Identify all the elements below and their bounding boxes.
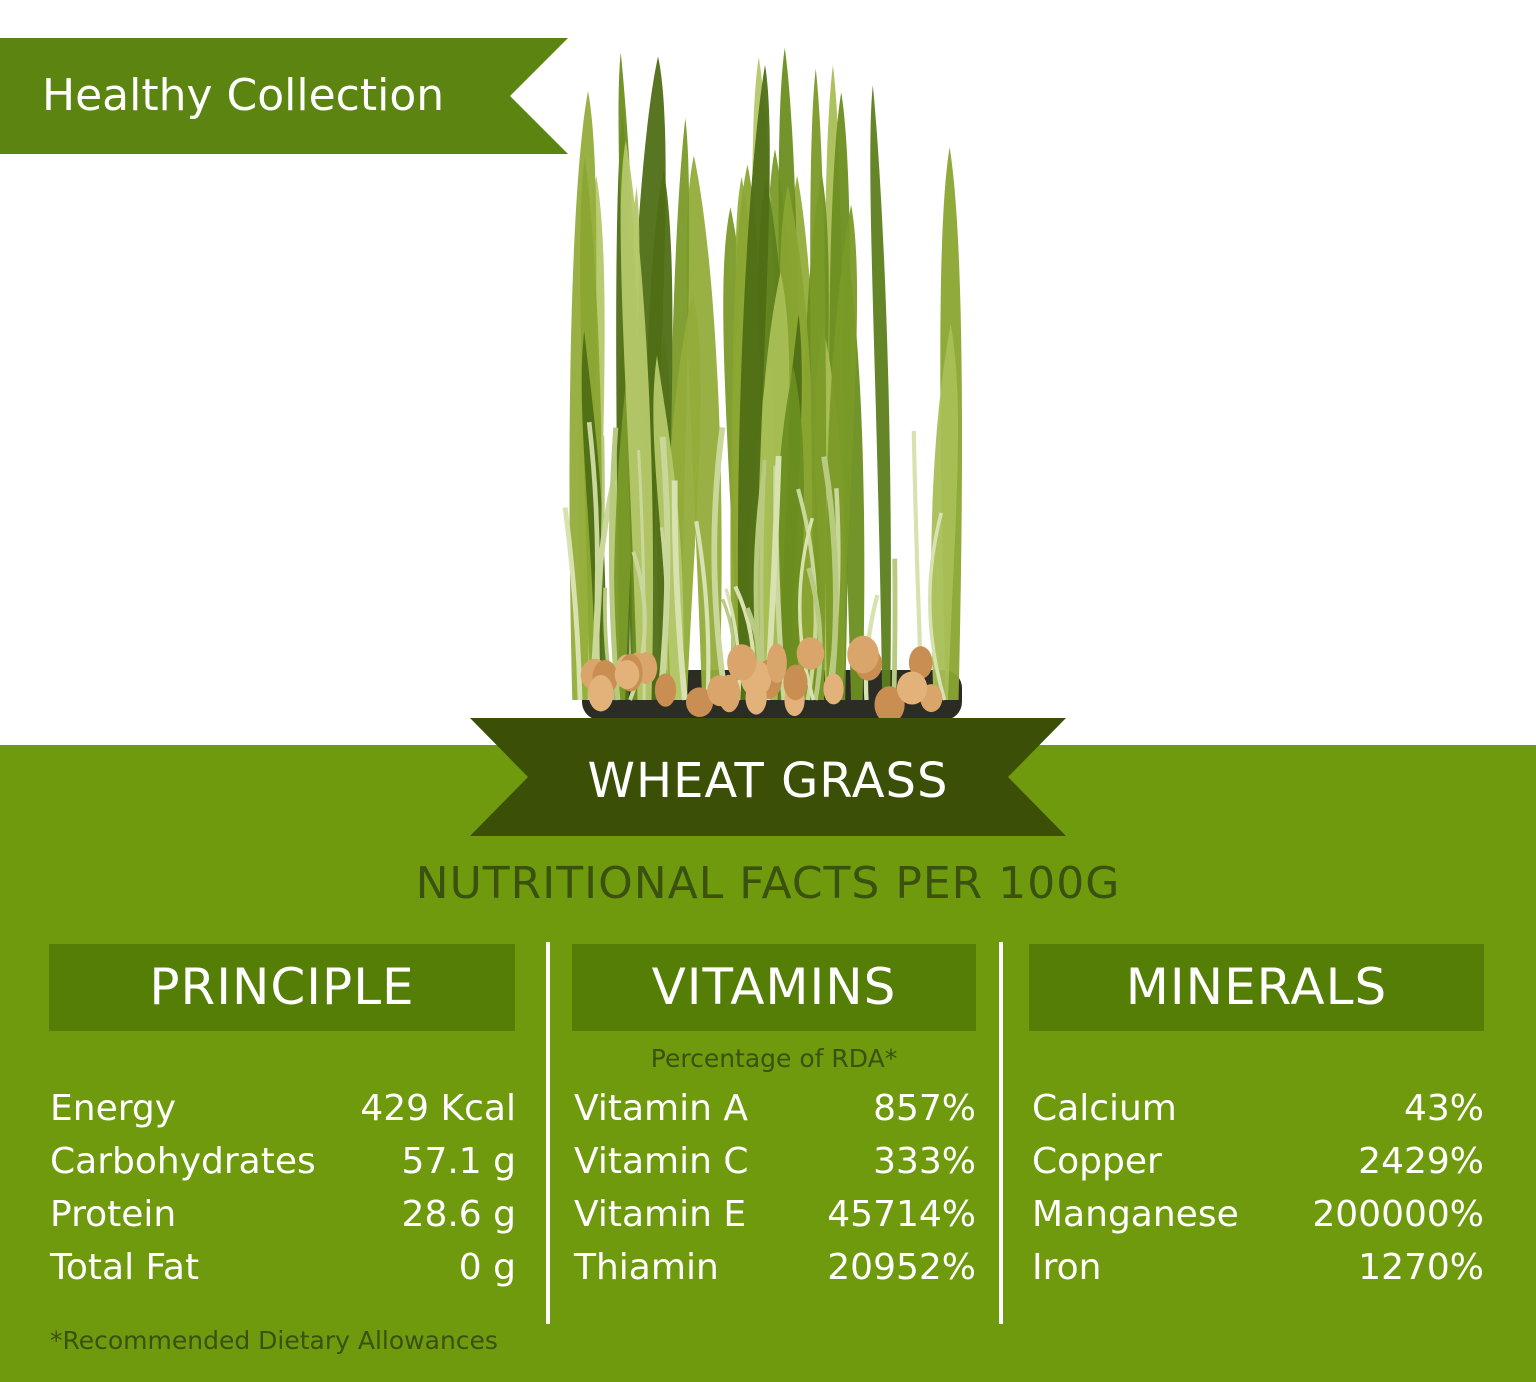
wheat-seed [718, 674, 741, 713]
product-title-ribbon: WHEAT GRASS [470, 718, 1066, 836]
mineral-row: Iron 1270% [1032, 1247, 1484, 1300]
banner-label: Healthy Collection [42, 70, 445, 121]
vitamin-label: Vitamin A [574, 1088, 748, 1129]
vitamin-value: 857% [873, 1088, 976, 1129]
mineral-label: Iron [1032, 1247, 1102, 1288]
wheat-seed [766, 643, 787, 683]
nutrient-label: Carbohydrates [50, 1141, 316, 1182]
grass-stem [928, 512, 947, 701]
grass-stem [806, 567, 823, 701]
column-divider [546, 942, 550, 1324]
mineral-label: Manganese [1032, 1194, 1239, 1235]
nutrition-subtitle: NUTRITIONAL FACTS PER 100G [415, 858, 1121, 909]
vitamins-header: VITAMINS [572, 944, 976, 1031]
mineral-value: 43% [1403, 1088, 1484, 1129]
grass-blade [870, 85, 891, 700]
product-name: WHEAT GRASS [587, 753, 949, 809]
wheat-seed [783, 664, 808, 701]
mineral-value: 2429% [1358, 1141, 1484, 1182]
minerals-header: MINERALS [1029, 944, 1484, 1031]
wheat-seed [908, 646, 933, 679]
grass-stem [891, 558, 898, 701]
rda-note: Percentage of RDA* [650, 1044, 898, 1073]
vitamin-row: Thiamin 20952% [574, 1247, 976, 1300]
wheat-grass-illustration [540, 30, 990, 730]
grass-stem [562, 507, 583, 701]
banner-shape [0, 38, 568, 154]
minerals-list: Calcium 43% Copper 2429% Manganese 200000% … [1032, 1088, 1484, 1300]
vitamin-value: 45714% [827, 1194, 976, 1235]
nutrient-value: 0 g [458, 1247, 516, 1288]
vitamin-row: Vitamin A 857% [574, 1088, 976, 1141]
grass-stem [711, 427, 729, 701]
principle-list: Energy 429 Kcal Carbohydrates 57.1 g Prote… [50, 1088, 516, 1300]
healthy-collection-banner: Healthy Collection [0, 38, 568, 154]
mineral-row: Manganese 200000% [1032, 1194, 1484, 1247]
nutrition-panel [0, 745, 1536, 1382]
vitamin-label: Vitamin E [574, 1194, 747, 1235]
grass-blade [810, 68, 827, 700]
principle-row: Total Fat 0 g [50, 1247, 516, 1300]
nutrient-label: Protein [50, 1194, 177, 1235]
wheat-seed [654, 673, 677, 707]
nutrient-value: 429 Kcal [360, 1088, 516, 1129]
vitamin-row: Vitamin C 333% [574, 1141, 976, 1194]
grass-stem [608, 427, 621, 701]
principle-row: Energy 429 Kcal [50, 1088, 516, 1141]
wheat-seed [823, 673, 844, 705]
principle-row: Protein 28.6 g [50, 1194, 516, 1247]
grass-blade [931, 323, 959, 700]
principle-row: Carbohydrates 57.1 g [50, 1141, 516, 1194]
mineral-label: Calcium [1032, 1088, 1177, 1129]
grass-stem [821, 456, 839, 701]
grass-blade [737, 64, 770, 700]
wheat-seed [847, 635, 879, 674]
ribbon-shape [470, 718, 1066, 836]
wheat-seed [796, 637, 825, 670]
vitamin-row: Vitamin E 45714% [574, 1194, 976, 1247]
grass-blade [776, 366, 805, 700]
footnote: *Recommended Dietary Allowances [50, 1326, 498, 1355]
grass-stem [694, 520, 711, 701]
nutrient-label: Total Fat [50, 1247, 200, 1288]
mineral-label: Copper [1032, 1141, 1162, 1182]
nutrient-value: 28.6 g [401, 1194, 516, 1235]
mineral-value: 1270% [1358, 1247, 1484, 1288]
principle-header: PRINCIPLE [49, 944, 515, 1031]
wheat-seed [614, 660, 640, 690]
wheat-seed [588, 675, 614, 712]
mineral-value: 200000% [1312, 1194, 1484, 1235]
nutrient-label: Energy [50, 1088, 177, 1129]
nutrient-value: 57.1 g [401, 1141, 516, 1182]
grass-stem [657, 436, 671, 701]
vitamins-list: Vitamin A 857% Vitamin C 333% Vitamin E 457… [574, 1088, 976, 1300]
wheat-grass-sprouts-icon [562, 47, 962, 724]
vitamin-value: 20952% [827, 1247, 976, 1288]
mineral-row: Copper 2429% [1032, 1141, 1484, 1194]
wheat-seed [727, 644, 757, 681]
grass-stem [671, 480, 688, 701]
grass-blade [620, 140, 654, 700]
grass-stem [797, 517, 816, 701]
wheat-seed [874, 686, 905, 724]
mineral-row: Calcium 43% [1032, 1088, 1484, 1141]
vitamin-label: Thiamin [574, 1247, 719, 1288]
vitamin-label: Vitamin C [574, 1141, 749, 1182]
wheat-seed [685, 687, 714, 718]
column-divider [999, 942, 1003, 1324]
wheat-seed [896, 671, 928, 705]
wheat-seed [745, 680, 767, 715]
vitamin-value: 333% [873, 1141, 976, 1182]
